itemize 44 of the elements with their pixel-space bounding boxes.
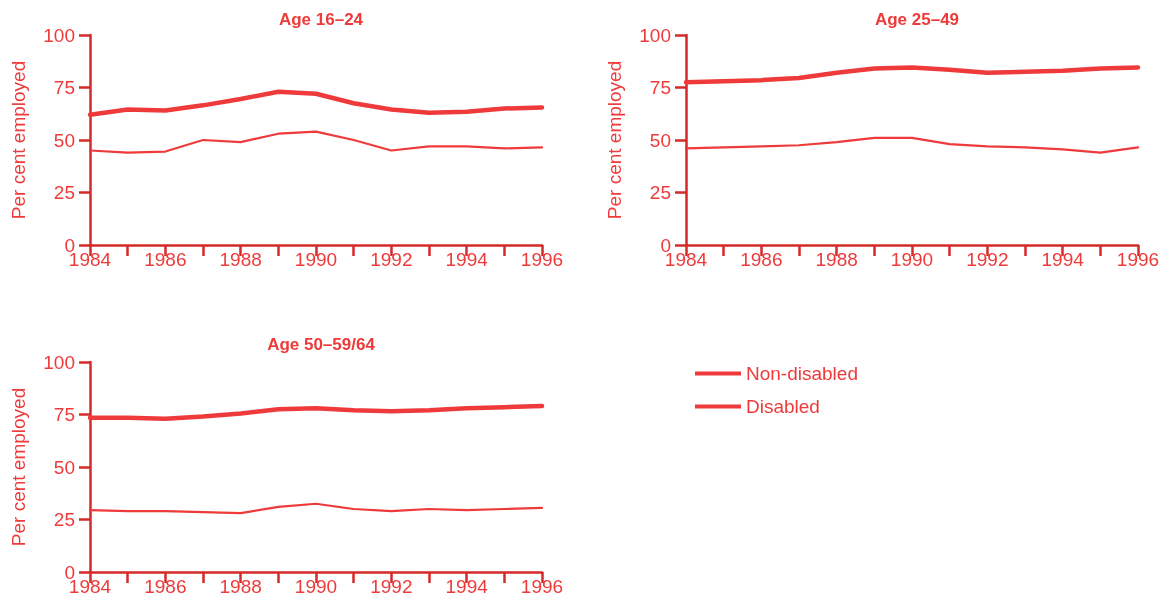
y-tick-label: 75 — [53, 77, 75, 98]
y-axis-title: Per cent employed — [8, 60, 29, 220]
x-tick-label: 1990 — [294, 249, 338, 270]
y-tick-label: 100 — [639, 24, 671, 46]
y-tick-label: 50 — [53, 456, 75, 478]
x-tick-label: 1992 — [966, 249, 1009, 270]
x-tick-label: 1990 — [890, 249, 934, 270]
x-tick-label: 1986 — [144, 249, 187, 270]
x-tick-label: 1996 — [520, 576, 564, 597]
x-tick-label: 1988 — [219, 249, 262, 270]
y-tick-label: 25 — [649, 182, 671, 203]
line-series — [87, 403, 545, 421]
y-tick-label: 75 — [53, 404, 75, 425]
x-tick-label: 1990 — [294, 576, 338, 597]
y-tick-label: 50 — [53, 129, 75, 151]
legend-label: Disabled — [746, 396, 820, 417]
x-tick-label: 1994 — [1041, 249, 1085, 270]
y-tick-label: 25 — [53, 182, 75, 203]
line-series — [684, 136, 1140, 154]
x-tick-label: 1986 — [144, 576, 187, 597]
y-tick-label: 100 — [43, 24, 75, 46]
y-axis-title: Per cent employed — [604, 60, 625, 220]
line-series — [683, 65, 1141, 85]
y-tick-label: 25 — [53, 509, 75, 530]
x-tick-label: 1996 — [1116, 249, 1160, 270]
chart-title: Age 16–24 — [278, 10, 364, 29]
x-tick-label: 1994 — [445, 576, 489, 597]
chart-title: Age 25–49 — [874, 10, 960, 29]
x-tick-label: 1992 — [370, 576, 413, 597]
x-tick-label: 1994 — [445, 249, 489, 270]
line-series — [87, 89, 545, 118]
x-tick-label: 1986 — [740, 249, 783, 270]
x-tick-label: 1988 — [219, 576, 262, 597]
chart-title: Age 50–59/64 — [267, 335, 376, 354]
x-tick-label: 1988 — [815, 249, 858, 270]
y-axis-title: Per cent employed — [8, 387, 29, 547]
legend-label: Non-disabled — [746, 363, 858, 384]
y-tick-label: 75 — [649, 77, 671, 98]
x-tick-label: 1992 — [370, 249, 413, 270]
y-tick-label: 50 — [649, 129, 671, 151]
y-tick-label: 100 — [43, 351, 75, 373]
line-series — [88, 502, 544, 515]
x-tick-label: 1996 — [520, 249, 564, 270]
line-series — [88, 130, 544, 154]
